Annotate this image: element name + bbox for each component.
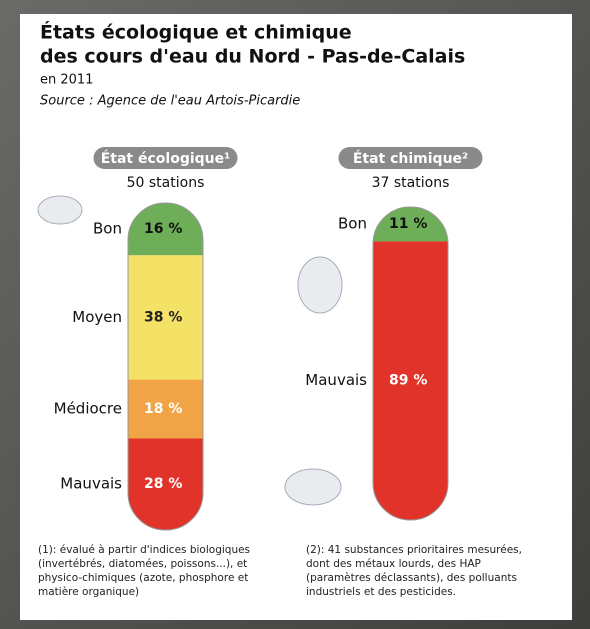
infographic: États écologique et chimique des cours d…: [0, 0, 590, 629]
value-label: 38 %: [144, 309, 182, 325]
category-label: Mauvais: [305, 371, 367, 389]
subtitle: en 2011: [40, 73, 93, 88]
drop-decoration: [38, 196, 82, 224]
title: des cours d'eau du Nord - Pas-de-Calais: [40, 46, 465, 68]
value-label: 16 %: [144, 221, 182, 237]
category-label: Moyen: [72, 308, 122, 326]
footnote: (1): évalué à partir d'indices biologiqu…: [38, 543, 274, 599]
value-label: 18 %: [144, 401, 182, 417]
bar-stack: [373, 207, 448, 520]
value-label: 11 %: [389, 216, 427, 232]
chart-title: État chimique²: [353, 150, 468, 167]
drop-decoration: [285, 469, 341, 505]
page: États écologique et chimique des cours d…: [0, 0, 590, 629]
value-label: 28 %: [144, 476, 182, 492]
footnote: (2): 41 substances prioritaires mesurées…: [306, 543, 546, 599]
category-label: Bon: [338, 215, 367, 233]
chart-subtitle: 50 stations: [127, 175, 205, 191]
drop-decoration: [298, 257, 342, 313]
chart-title: État écologique¹: [101, 150, 231, 167]
category-label: Médiocre: [54, 400, 122, 418]
title: États écologique et chimique: [40, 21, 352, 44]
chart-subtitle: 37 stations: [372, 175, 450, 191]
category-label: Bon: [93, 220, 122, 238]
category-label: Mauvais: [60, 475, 122, 493]
source: Source : Agence de l'eau Artois-Picardie: [40, 94, 300, 109]
value-label: 89 %: [389, 373, 427, 389]
